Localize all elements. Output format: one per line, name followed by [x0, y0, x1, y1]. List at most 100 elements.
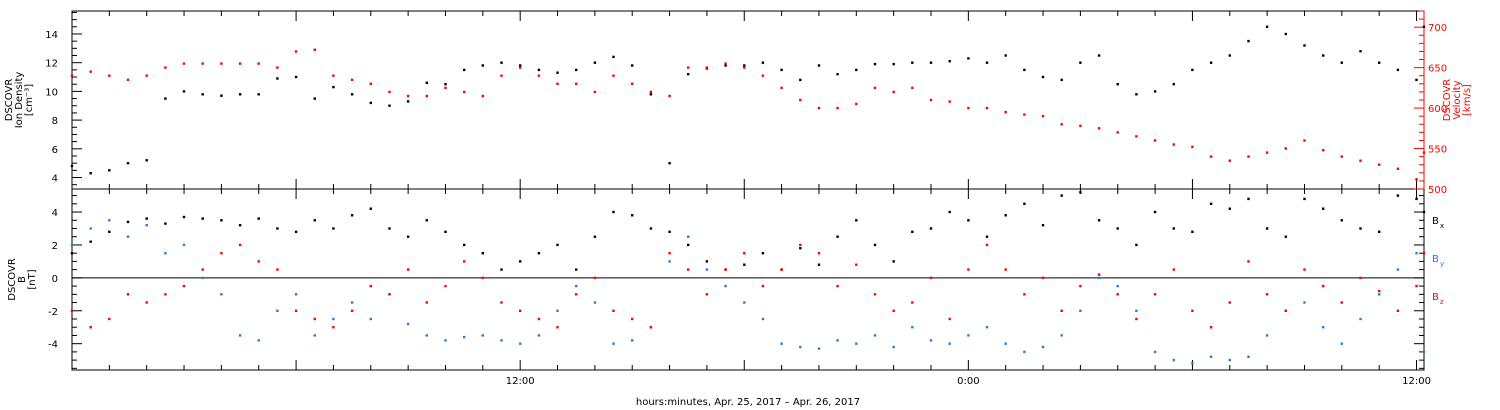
data-point [873, 243, 877, 247]
data-point [631, 317, 634, 321]
data-point [463, 335, 466, 339]
top-right-tick-label: 650 [1428, 64, 1447, 75]
data-point [1265, 293, 1269, 296]
data-point [463, 260, 466, 263]
data-point [1116, 83, 1119, 86]
data-point [855, 342, 858, 345]
data-point [537, 68, 541, 72]
data-point [537, 334, 541, 337]
data-point [1378, 289, 1381, 293]
data-point [967, 268, 970, 271]
data-point [145, 224, 148, 227]
data-point [948, 60, 951, 63]
data-point [220, 62, 223, 65]
data-point [1396, 194, 1400, 197]
data-point [1322, 207, 1325, 210]
data-point [1116, 131, 1119, 134]
data-point [1079, 191, 1082, 194]
legend-bz: B [1432, 292, 1439, 303]
data-point [463, 68, 466, 72]
data-point [1041, 115, 1045, 118]
data-point [743, 301, 746, 304]
data-point [201, 217, 204, 220]
data-point [967, 219, 970, 222]
data-point [369, 101, 372, 105]
data-point [743, 66, 746, 69]
data-point [1097, 219, 1101, 222]
data-point [1247, 355, 1250, 358]
data-point [1135, 309, 1138, 312]
series-bz [70, 243, 1426, 329]
data-point [257, 217, 260, 220]
data-point [612, 74, 615, 77]
data-point [556, 243, 559, 247]
data-point [817, 347, 821, 350]
data-point [1378, 61, 1381, 64]
data-point [817, 252, 821, 255]
legend-sub-by: y [1440, 260, 1444, 268]
data-point [687, 243, 690, 247]
data-point [220, 252, 223, 255]
data-point [649, 93, 653, 96]
data-point [145, 217, 148, 220]
data-point [1004, 342, 1007, 345]
data-point [668, 230, 671, 233]
data-point [593, 235, 597, 238]
data-point [276, 66, 279, 69]
data-point [687, 268, 690, 271]
data-point [817, 263, 821, 266]
data-point [1303, 139, 1306, 142]
data-point [537, 252, 541, 255]
data-point [1359, 317, 1362, 321]
data-point [500, 61, 503, 64]
data-point [892, 260, 895, 263]
data-point [1135, 135, 1138, 138]
data-point [350, 214, 354, 217]
data-point [1340, 219, 1343, 222]
data-point [257, 62, 260, 65]
data-point [126, 78, 130, 81]
data-point [631, 339, 634, 342]
data-point [1303, 44, 1306, 47]
data-point [1116, 227, 1119, 230]
top-left-axis-title: [cm⁻³] [24, 84, 35, 116]
data-point [575, 293, 578, 296]
data-point [500, 268, 503, 271]
data-point [406, 322, 410, 326]
data-point [444, 230, 447, 233]
data-point [1172, 227, 1175, 230]
data-point [1060, 334, 1063, 337]
data-point [369, 317, 372, 321]
data-point [89, 227, 92, 230]
data-point [929, 339, 933, 342]
data-point [705, 66, 709, 69]
data-point [705, 260, 709, 263]
data-point [985, 243, 989, 247]
data-point [1191, 68, 1194, 72]
data-point [1396, 167, 1400, 170]
data-point [1340, 61, 1343, 64]
data-point [70, 243, 74, 247]
data-point [126, 162, 130, 165]
legend-bx: B [1432, 216, 1439, 227]
data-point [873, 293, 877, 296]
data-point [1422, 25, 1426, 28]
data-point [332, 317, 335, 321]
data-point [1097, 273, 1101, 276]
legend-by: B [1432, 254, 1439, 265]
data-points [70, 25, 1426, 365]
data-point [1004, 110, 1007, 114]
data-point [1023, 293, 1026, 296]
data-point [406, 268, 410, 271]
data-point [164, 222, 167, 225]
data-point [220, 293, 223, 296]
data-point [780, 342, 783, 345]
labels: 12:00 0:00 12:00 hours:minutes, Apr. 25, 20… [4, 23, 1473, 408]
data-point [406, 235, 410, 238]
data-point [164, 66, 167, 69]
data-point [1209, 155, 1213, 158]
data-point [164, 252, 167, 255]
data-point [967, 106, 970, 110]
data-point [1422, 210, 1426, 214]
data-point [687, 73, 690, 76]
